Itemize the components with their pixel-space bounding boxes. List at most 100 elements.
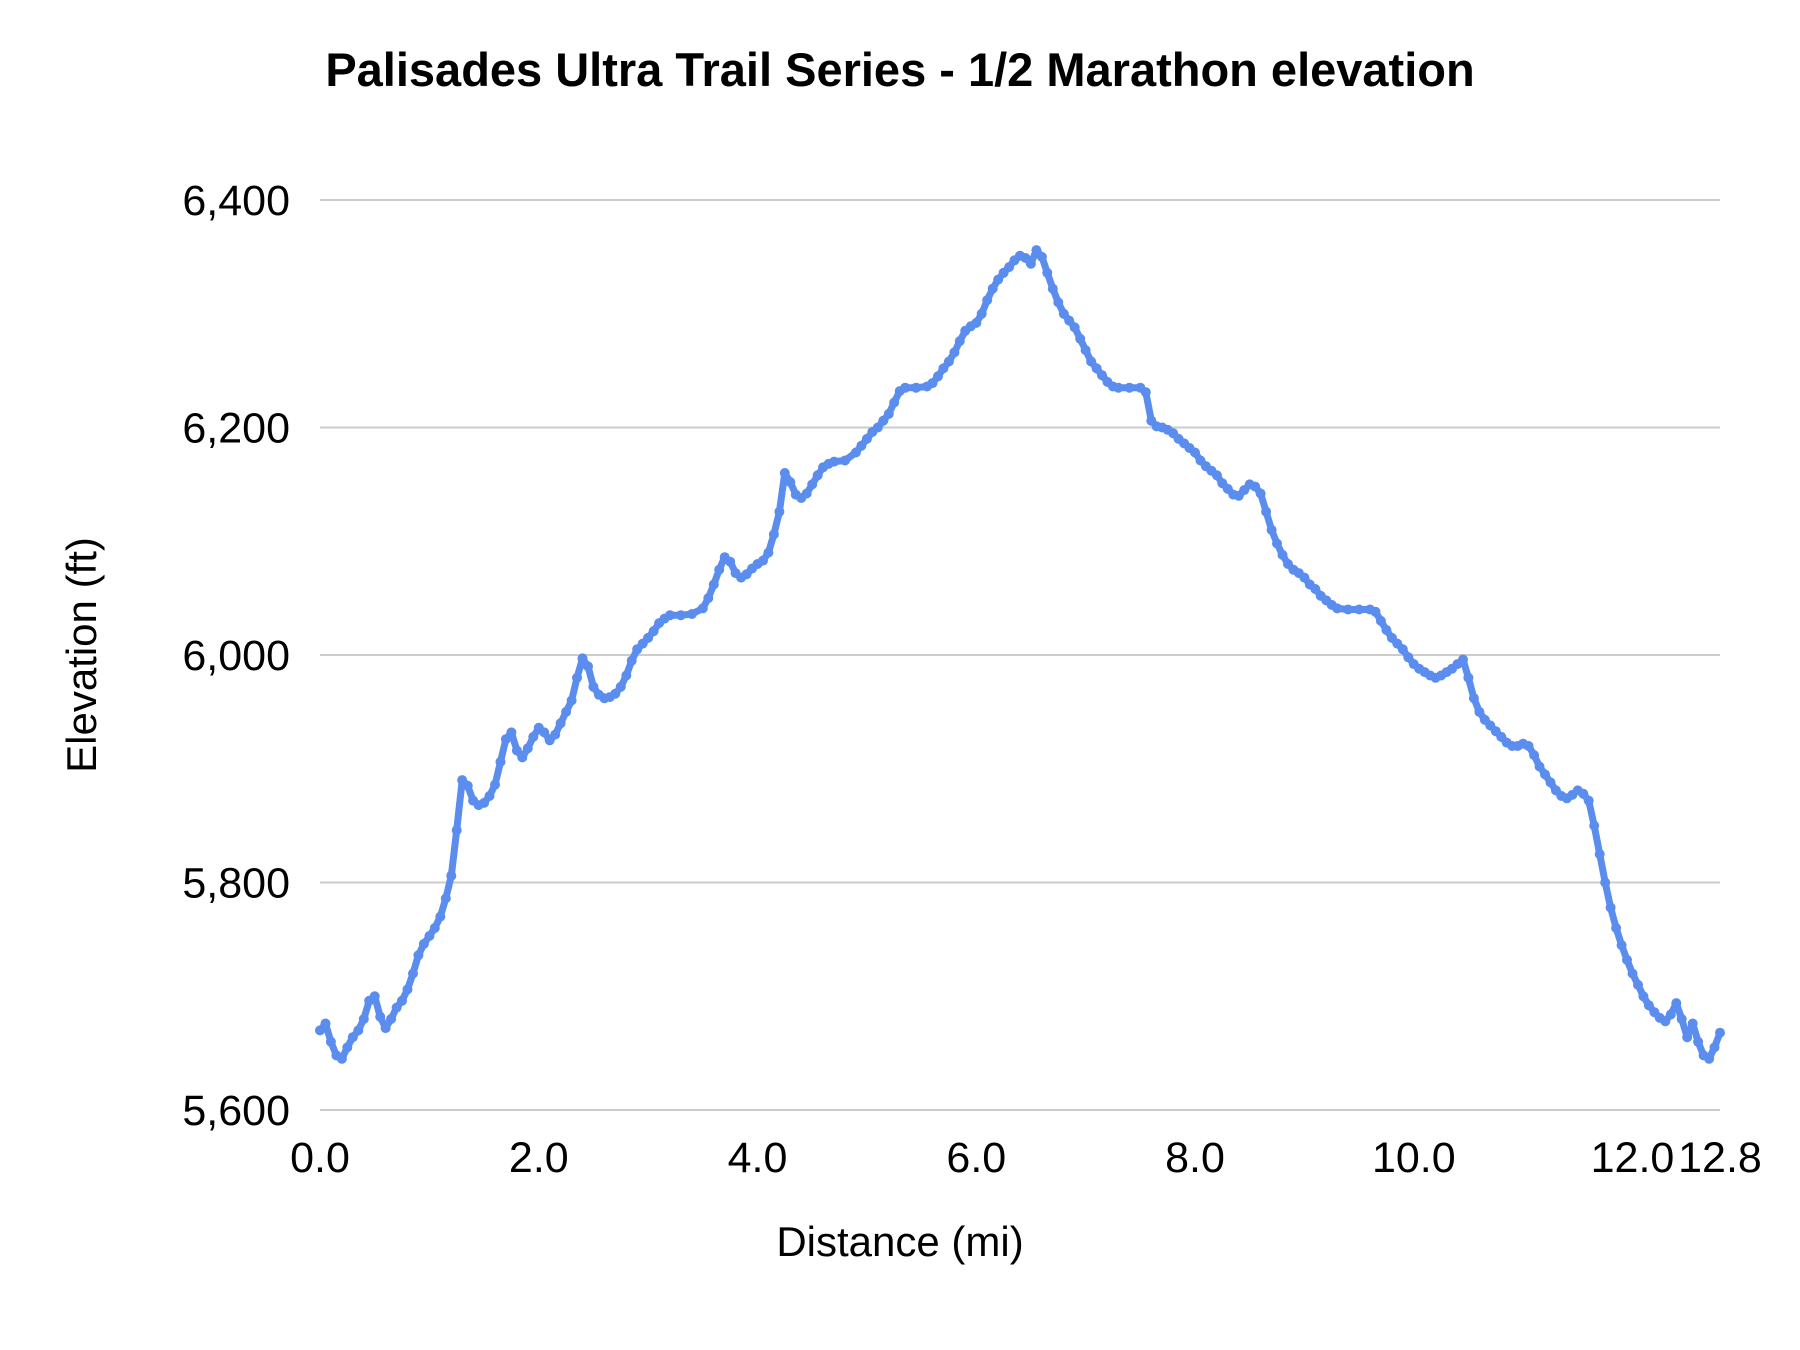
data-point — [927, 378, 938, 389]
data-point — [900, 382, 911, 393]
data-point — [500, 734, 511, 745]
data-point — [528, 731, 539, 742]
data-point — [408, 968, 418, 979]
data-point — [987, 283, 998, 294]
data-point — [1676, 1014, 1687, 1024]
data-point — [325, 1036, 336, 1047]
data-point — [369, 991, 380, 1002]
data-point — [517, 752, 528, 763]
data-point — [1534, 761, 1545, 772]
data-point — [643, 632, 654, 643]
data-point — [1053, 297, 1064, 308]
data-point — [1310, 584, 1321, 594]
data-point — [1211, 470, 1222, 481]
data-point — [1031, 245, 1042, 256]
data-point — [1458, 654, 1468, 665]
data-point — [954, 336, 965, 347]
data-point — [708, 579, 719, 590]
data-point — [768, 529, 779, 540]
x-tick-label: 8.0 — [1165, 1134, 1225, 1182]
data-point — [850, 447, 861, 458]
data-point — [429, 923, 440, 933]
data-point — [462, 780, 473, 791]
data-point — [446, 870, 457, 881]
data-point — [665, 610, 675, 621]
data-point — [1715, 1027, 1725, 1038]
data-point — [883, 408, 894, 419]
data-point — [1091, 363, 1102, 374]
data-point — [1693, 1036, 1704, 1047]
data-point — [336, 1053, 347, 1064]
data-point — [889, 397, 900, 408]
data-point — [1140, 387, 1151, 398]
data-point — [320, 1018, 331, 1029]
data-point — [375, 1011, 386, 1022]
data-point — [1474, 706, 1485, 717]
data-point — [949, 347, 960, 358]
data-point — [391, 1002, 402, 1013]
data-point — [1255, 488, 1266, 499]
data-point — [1025, 258, 1036, 269]
data-point — [725, 556, 736, 567]
data-point — [1600, 877, 1611, 888]
data-point — [856, 440, 867, 451]
data-point — [490, 779, 500, 790]
data-point — [418, 938, 429, 949]
data-point — [435, 911, 446, 922]
data-point — [1589, 820, 1600, 831]
data-point — [1058, 308, 1069, 319]
data-point — [1704, 1053, 1715, 1064]
data-point — [829, 456, 840, 467]
x-tick-label: 10.0 — [1372, 1134, 1456, 1182]
data-point — [386, 1014, 397, 1024]
data-point — [380, 1023, 391, 1034]
data-point — [424, 931, 435, 941]
data-point — [1299, 572, 1310, 583]
x-tick-label: 6.0 — [946, 1134, 1006, 1182]
data-point — [511, 745, 522, 756]
data-point — [626, 655, 637, 666]
chart-title: Palisades Ultra Trail Series - 1/2 Marat… — [325, 43, 1475, 96]
data-point — [1594, 849, 1605, 860]
data-point — [1097, 370, 1107, 381]
data-point — [801, 488, 812, 499]
data-point — [1682, 1032, 1693, 1043]
data-point — [1004, 262, 1015, 273]
data-point — [1468, 693, 1479, 704]
data-point — [506, 727, 517, 738]
data-point — [1190, 447, 1200, 458]
data-point — [1343, 604, 1354, 615]
data-point — [413, 950, 424, 961]
data-point — [774, 506, 785, 517]
data-point — [1463, 672, 1474, 683]
y-tick-label: 5,800 — [182, 860, 290, 908]
data-point — [566, 695, 577, 706]
data-point — [522, 743, 533, 754]
y-tick-label: 6,400 — [182, 177, 290, 225]
data-point — [933, 371, 943, 382]
data-point — [697, 603, 708, 614]
data-point — [588, 681, 599, 692]
data-point — [1523, 741, 1534, 751]
x-tick-label: 4.0 — [728, 1134, 788, 1182]
data-point — [840, 455, 850, 466]
data-point — [451, 825, 462, 836]
data-point — [911, 382, 922, 393]
data-point — [938, 363, 949, 374]
data-point — [976, 308, 987, 319]
data-point — [1578, 788, 1589, 799]
data-point — [1660, 1016, 1671, 1027]
data-point — [555, 718, 566, 729]
data-point — [1113, 382, 1124, 393]
data-point — [539, 727, 550, 738]
data-point — [342, 1042, 353, 1053]
data-point — [971, 317, 982, 328]
data-point — [1709, 1042, 1720, 1053]
data-point — [1047, 283, 1058, 294]
data-point — [1086, 356, 1097, 367]
data-point — [1354, 604, 1365, 615]
data-point — [1381, 625, 1392, 635]
data-point — [1622, 954, 1632, 965]
